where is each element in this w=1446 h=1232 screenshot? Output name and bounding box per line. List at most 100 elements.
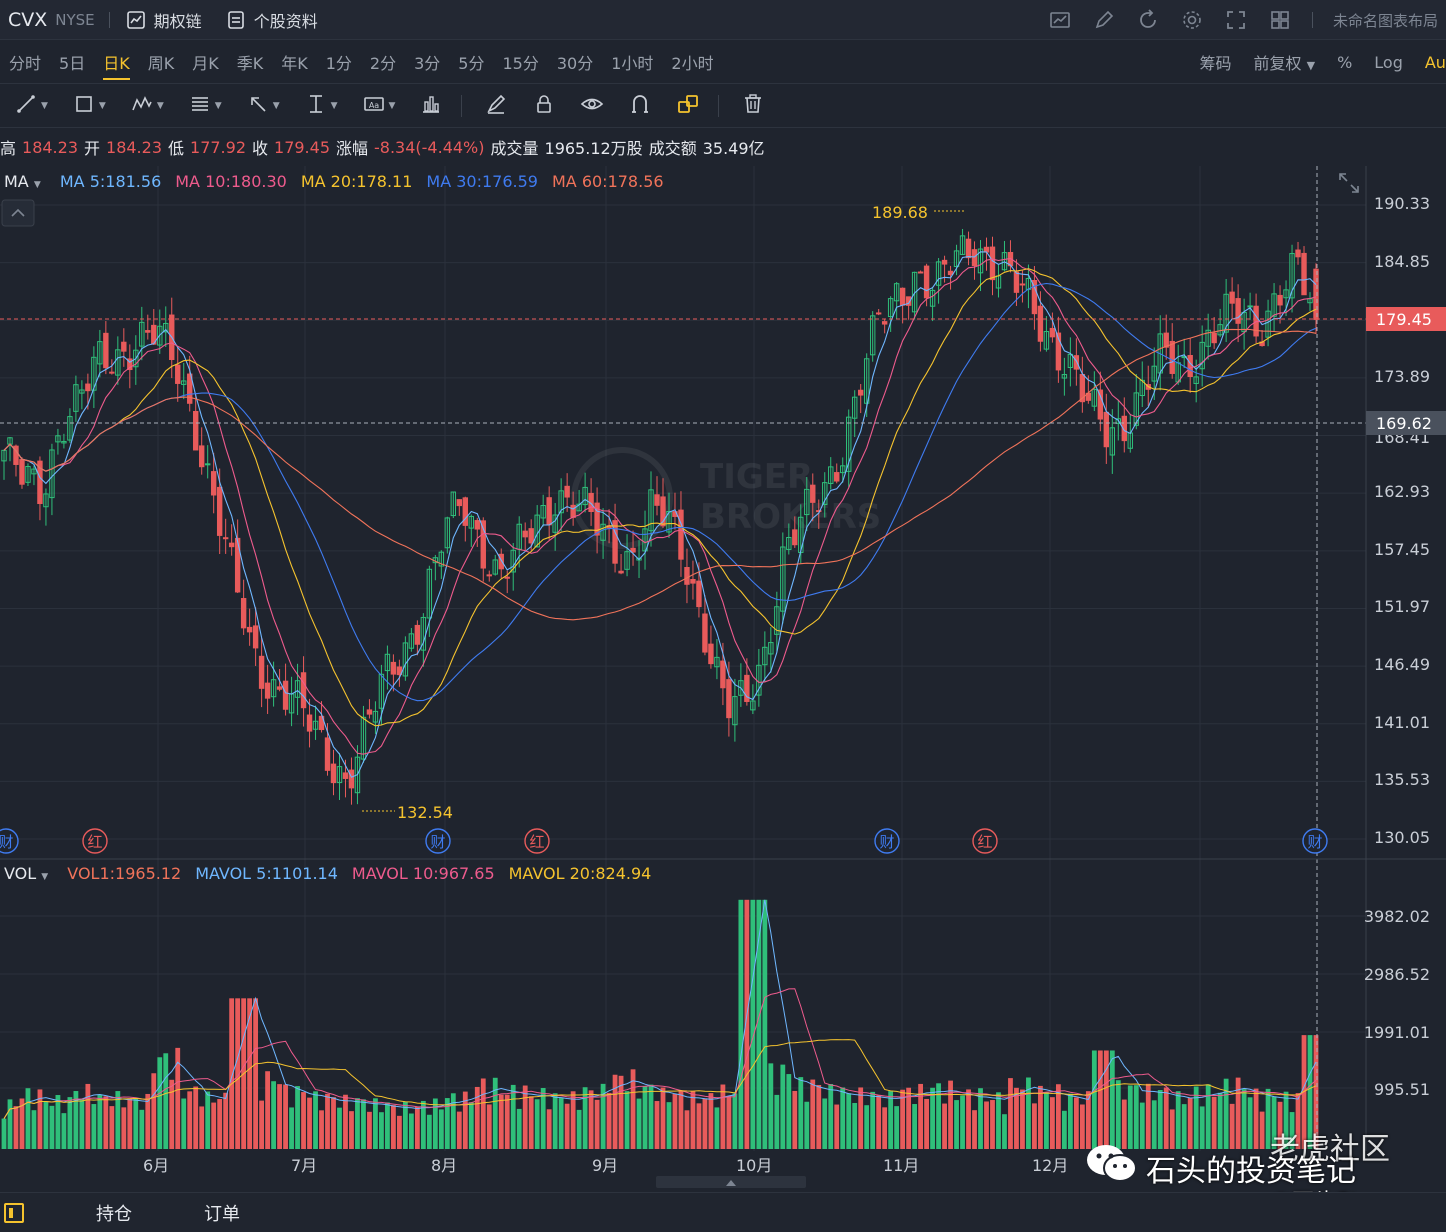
ma-value: MA 30:176.59 — [426, 172, 538, 191]
candle-body — [1265, 310, 1271, 338]
candle-body — [857, 389, 864, 396]
candle-body — [540, 504, 546, 519]
link-drawings-tool[interactable] — [676, 84, 700, 128]
pattern-tool[interactable]: ▼ — [130, 84, 164, 128]
period-30min[interactable]: 30分 — [556, 53, 594, 73]
volume-bar — [588, 1090, 594, 1149]
volume-bar — [379, 1112, 384, 1149]
trendline-tool[interactable]: ▼ — [14, 84, 48, 128]
chevron-down-icon[interactable]: ▼ — [33, 180, 41, 190]
percent-toggle[interactable]: % — [1337, 52, 1353, 72]
gear-icon[interactable] — [1180, 8, 1204, 32]
options-chain-link[interactable]: 期权链 — [124, 8, 202, 32]
volume-bar — [127, 1098, 133, 1149]
candle-body — [1109, 427, 1116, 456]
candle-body — [103, 332, 109, 369]
volume-bar — [1205, 1084, 1211, 1149]
layout-grid-icon[interactable] — [1268, 8, 1292, 32]
volume-bar — [1151, 1100, 1157, 1149]
chart-settings-icon[interactable] — [1048, 8, 1072, 32]
auto-toggle[interactable]: Auto — [1424, 52, 1446, 72]
period-5min[interactable]: 5分 — [458, 53, 485, 73]
volume-bar — [948, 1080, 953, 1149]
rectangle-tool[interactable]: ▼ — [72, 84, 106, 128]
period-weekly[interactable]: 周K — [147, 53, 175, 73]
adjust-dropdown[interactable]: 前复权 ▼ — [1253, 50, 1315, 74]
ma-legend: MA ▼ MA 5:181.56 MA 10:180.30 MA 20:178.11… — [4, 172, 664, 191]
fibonacci-tool[interactable]: ▼ — [188, 84, 222, 128]
volume-bar — [780, 1064, 786, 1149]
refresh-icon[interactable] — [1136, 8, 1160, 32]
lock-tool[interactable] — [532, 84, 556, 128]
measure-tool[interactable]: ▼ — [304, 84, 338, 128]
visibility-tool[interactable] — [580, 84, 604, 128]
volume-bar — [199, 1106, 205, 1149]
earnings-marker: 财 — [1302, 828, 1328, 854]
period-2hour[interactable]: 2小时 — [671, 53, 714, 73]
panel-toggle-icon[interactable] — [4, 1202, 24, 1223]
symbol-label[interactable]: CVX — [8, 8, 48, 31]
logo-text-1: TIGER — [700, 457, 813, 497]
chips-button[interactable]: 筹码 — [1199, 54, 1232, 73]
candle-body — [887, 298, 894, 318]
layout-name[interactable]: 未命名图表布局 — [1332, 11, 1438, 30]
period-15min[interactable]: 15分 — [502, 53, 539, 73]
candle-body — [198, 445, 205, 468]
volume-bar — [343, 1094, 348, 1149]
candle-body — [774, 606, 780, 635]
volume-bar — [1235, 1077, 1241, 1149]
period-daily[interactable]: 日K — [103, 40, 130, 84]
log-toggle[interactable]: Log — [1374, 52, 1403, 72]
period-quarterly[interactable]: 季K — [236, 53, 264, 73]
magnet-tool[interactable] — [628, 84, 652, 128]
ma-line-30 — [3, 282, 1317, 702]
ma-indicator-name[interactable]: MA — [4, 172, 29, 191]
volume-bar — [882, 1107, 888, 1149]
candle-body — [115, 349, 121, 376]
delete-tool[interactable] — [741, 84, 765, 128]
fullscreen-icon[interactable] — [1224, 8, 1248, 32]
volume-bar — [978, 1088, 983, 1149]
profile-link[interactable]: 个股资料 — [224, 8, 318, 32]
kline-chart[interactable]: TIGER BROKERS 189.68 132.54 财 红 财 红 财 红 财 — [0, 166, 1446, 1192]
volume-bar — [648, 1084, 654, 1149]
volume-bar — [55, 1095, 61, 1149]
logo-text-2: BROKERS — [700, 497, 881, 537]
volume-bar — [972, 1110, 977, 1149]
period-bar: 分时 5日 日K 周K 月K 季K 年K 1分 2分 3分 5分 15分 30分… — [0, 40, 1446, 84]
volume-bar — [349, 1111, 354, 1149]
period-yearly[interactable]: 年K — [281, 53, 308, 73]
period-2min[interactable]: 2分 — [369, 53, 397, 73]
vol-indicator-name[interactable]: VOL — [4, 864, 37, 883]
candle-body — [600, 523, 606, 541]
candle-body — [73, 384, 79, 412]
chevron-down-icon[interactable]: ▼ — [41, 872, 49, 882]
volume-bar — [1091, 1050, 1097, 1149]
candle-body — [1301, 252, 1307, 296]
text-tool[interactable]: Aa ▼ — [362, 84, 395, 128]
indicator-tool[interactable] — [419, 84, 443, 128]
period-1min[interactable]: 1分 — [325, 53, 352, 73]
tab-orders[interactable]: 订单 — [204, 1203, 240, 1225]
period-1hour[interactable]: 1小时 — [611, 53, 654, 73]
edit-icon[interactable] — [1092, 8, 1116, 32]
period-5day[interactable]: 5日 — [59, 53, 86, 73]
arrow-tool[interactable]: ▼ — [246, 84, 280, 128]
candle-body — [121, 341, 127, 352]
period-intraday[interactable]: 分时 — [9, 53, 42, 73]
volume-bar — [750, 899, 756, 1149]
ma-value: MA 20:178.11 — [300, 172, 413, 191]
period-monthly[interactable]: 月K — [192, 53, 219, 73]
candle-body — [175, 364, 181, 384]
volume-bar — [858, 1087, 864, 1149]
volume-bar — [1271, 1096, 1277, 1149]
brush-tool[interactable] — [484, 84, 508, 128]
period-3min[interactable]: 3分 — [414, 53, 441, 73]
dividend-marker: 红 — [82, 828, 108, 854]
tab-positions[interactable]: 持仓 — [96, 1203, 132, 1225]
candle-body — [1277, 294, 1283, 306]
change-label: 涨幅 — [336, 139, 369, 158]
options-chain-icon — [124, 8, 148, 32]
volume-bar — [576, 1109, 582, 1149]
volume-bar — [1026, 1077, 1031, 1149]
